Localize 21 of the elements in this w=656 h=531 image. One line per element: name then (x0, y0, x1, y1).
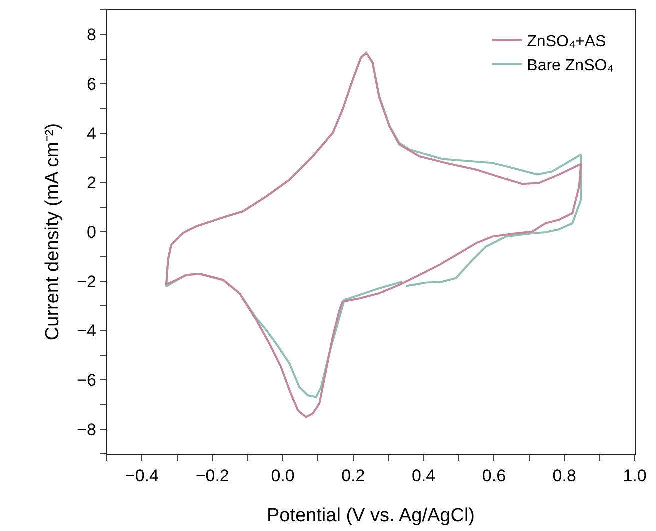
x-tick-label: 0.0 (271, 466, 295, 486)
x-tick-label: −0.4 (125, 466, 159, 486)
y-tick-label: −2 (77, 272, 96, 292)
x-tick-label: 0.6 (482, 466, 506, 486)
x-tick-label: 0.8 (552, 466, 576, 486)
y-tick-label: 8 (86, 26, 96, 45)
x-tick-label: 1.0 (623, 466, 647, 486)
x-tick-label: 0.4 (412, 466, 436, 486)
legend-label: Bare ZnSO₄ (527, 57, 614, 74)
x-tick-label: −0.2 (196, 466, 230, 486)
y-tick-label: 4 (86, 124, 96, 144)
y-tick-label: 2 (86, 174, 96, 193)
y-tick-label: −4 (77, 322, 96, 341)
y-tick-label: −6 (77, 370, 96, 390)
x-tick-label: 0.2 (342, 466, 366, 486)
legend-label: ZnSO₄+AS (527, 33, 606, 50)
y-tick-label: −8 (77, 420, 96, 440)
y-axis-title: Current density (mA cm⁻²) (42, 123, 64, 341)
y-tick-label: 0 (86, 222, 96, 242)
y-tick-label: 6 (86, 74, 96, 94)
x-axis-title: Potential (V vs. Ag/AgCl) (266, 505, 476, 526)
